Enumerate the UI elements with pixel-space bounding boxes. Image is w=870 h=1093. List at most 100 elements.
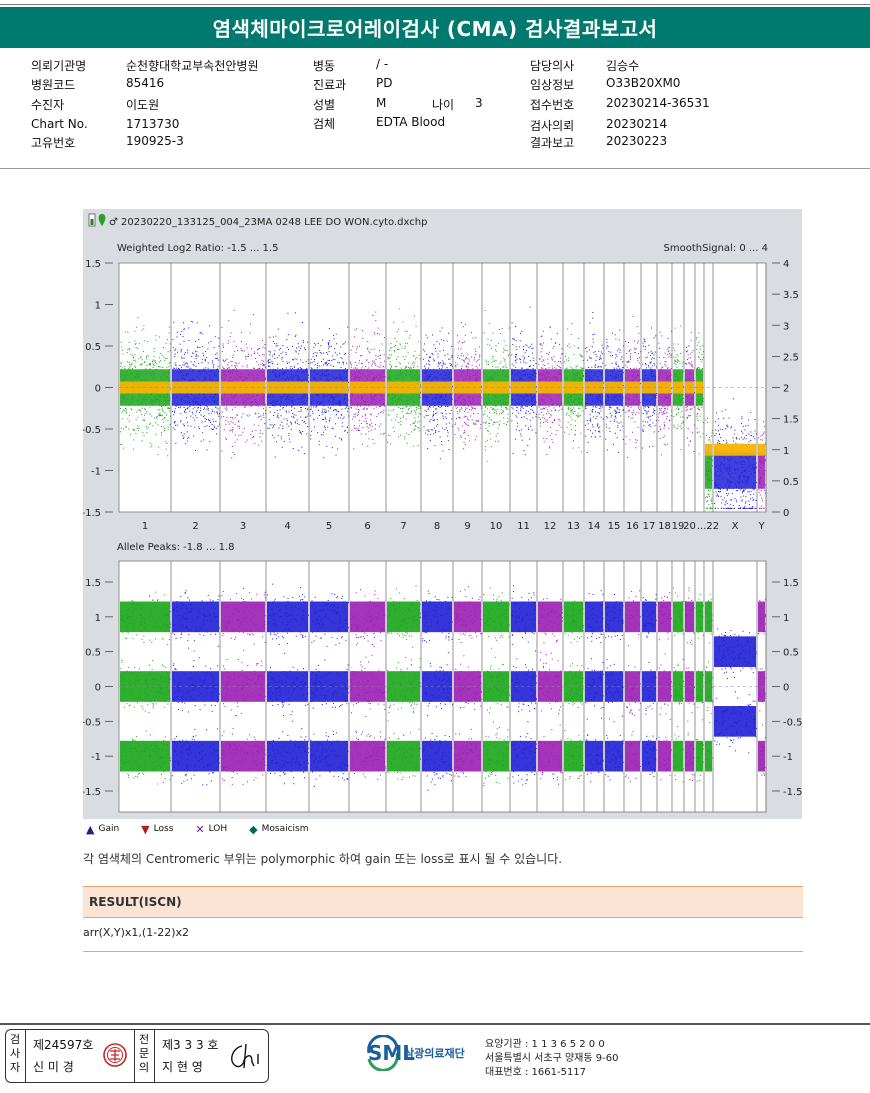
data-point — [608, 399, 610, 401]
data-point — [189, 380, 191, 382]
data-point — [193, 401, 195, 403]
data-point — [515, 356, 517, 358]
data-point — [313, 376, 315, 378]
data-point — [160, 366, 162, 368]
data-point — [589, 417, 591, 419]
data-point — [167, 455, 169, 457]
data-point — [441, 377, 443, 379]
data-point — [551, 421, 553, 423]
data-point — [285, 410, 287, 412]
data-point — [650, 375, 652, 377]
data-point — [439, 343, 441, 345]
data-point — [373, 396, 375, 398]
data-point — [140, 379, 142, 381]
data-point — [253, 367, 255, 369]
data-point — [467, 405, 469, 407]
data-point — [358, 362, 360, 364]
data-point — [540, 425, 542, 427]
data-point — [355, 375, 357, 377]
data-point — [378, 413, 380, 415]
data-point — [301, 433, 303, 435]
data-point — [649, 419, 651, 421]
data-point — [324, 429, 326, 431]
data-point — [404, 342, 406, 344]
data-point — [587, 397, 589, 399]
data-point — [426, 396, 428, 398]
data-point — [405, 375, 407, 377]
data-point — [182, 423, 184, 425]
data-point — [253, 377, 255, 379]
data-point — [294, 335, 296, 337]
data-point — [463, 410, 465, 412]
data-point — [625, 443, 627, 445]
data-point — [143, 418, 145, 420]
data-point — [521, 368, 523, 370]
data-point — [241, 416, 243, 418]
data-point — [175, 442, 177, 444]
data-point — [184, 378, 186, 380]
data-point — [314, 351, 316, 353]
data-point — [529, 376, 531, 378]
data-point — [518, 430, 520, 432]
data-point — [257, 348, 259, 350]
data-point — [193, 369, 195, 371]
data-point — [133, 430, 135, 432]
data-point — [250, 348, 252, 350]
data-point — [406, 366, 408, 368]
data-point — [467, 363, 469, 365]
data-point — [556, 364, 558, 366]
data-point — [414, 428, 416, 430]
data-point — [234, 365, 236, 367]
data-point — [358, 370, 360, 372]
data-point — [615, 395, 617, 397]
data-point — [648, 446, 650, 448]
data-point — [338, 401, 340, 403]
data-point — [253, 380, 255, 382]
data-point — [461, 365, 463, 367]
data-point — [399, 434, 401, 436]
data-point — [627, 361, 629, 363]
data-point — [353, 378, 355, 380]
data-point — [168, 332, 170, 334]
data-point — [435, 409, 437, 411]
data-point — [282, 407, 284, 409]
data-point — [166, 393, 168, 395]
data-point — [585, 375, 587, 377]
data-point — [359, 402, 361, 404]
data-point — [667, 376, 669, 378]
data-point — [526, 395, 528, 397]
data-point — [128, 361, 130, 363]
data-point — [469, 440, 471, 442]
data-point — [179, 364, 181, 366]
data-point — [589, 380, 591, 382]
data-point — [151, 403, 153, 405]
data-point — [316, 367, 318, 369]
data-point — [300, 432, 302, 434]
data-point — [289, 441, 291, 443]
data-point — [540, 408, 542, 410]
data-point — [417, 365, 419, 367]
data-point — [574, 420, 576, 422]
data-point — [168, 380, 170, 382]
data-point — [488, 361, 490, 363]
data-point — [666, 397, 668, 399]
data-point — [211, 398, 213, 400]
data-point — [547, 431, 549, 433]
data-point — [247, 353, 249, 355]
data-point — [416, 393, 418, 395]
data-point — [389, 370, 391, 372]
data-point — [602, 387, 604, 389]
data-point — [598, 396, 600, 398]
data-point — [533, 379, 535, 381]
data-point — [508, 396, 510, 398]
data-point — [433, 419, 435, 421]
data-point — [275, 369, 277, 371]
data-point — [638, 367, 640, 369]
data-point — [159, 409, 161, 411]
data-point — [526, 373, 528, 375]
data-point — [615, 363, 617, 365]
data-point — [245, 358, 247, 360]
data-point — [576, 373, 578, 375]
data-point — [543, 437, 545, 439]
data-point — [487, 397, 489, 399]
